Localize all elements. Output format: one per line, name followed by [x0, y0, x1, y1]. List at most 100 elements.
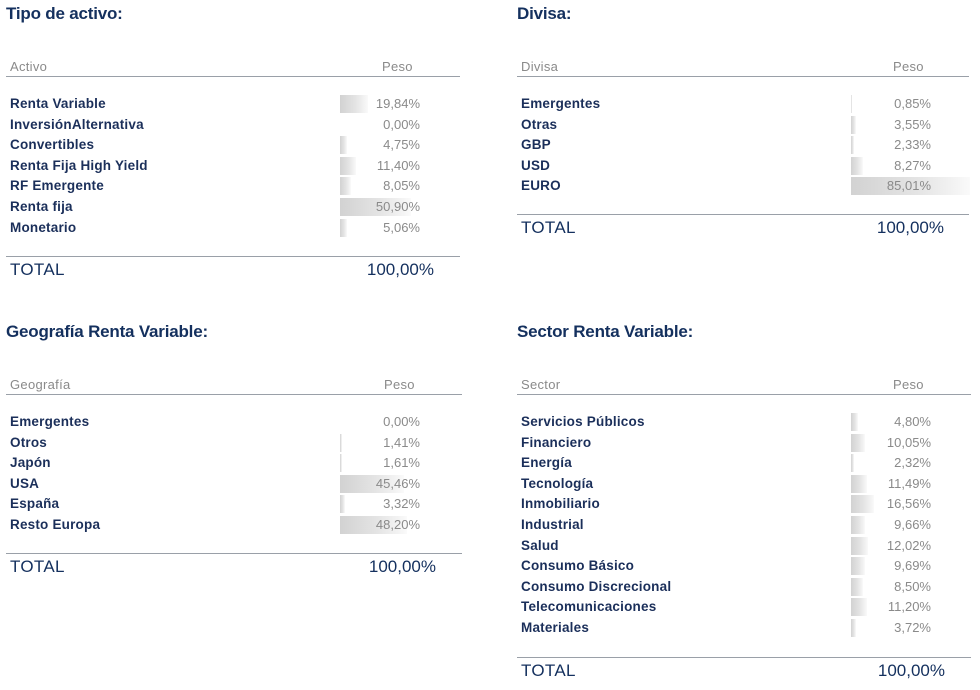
- row-label: Consumo Básico: [521, 558, 635, 574]
- weight-bar: [851, 136, 855, 155]
- total-value: 100,00%: [366, 260, 434, 279]
- panel-title: Divisa:: [517, 4, 572, 23]
- row-value: 4,75%: [383, 137, 420, 153]
- weight-bar: [851, 495, 875, 514]
- row-value: 11,49%: [887, 475, 931, 491]
- total-value: 100,00%: [876, 218, 944, 237]
- row-label: Consumo Discrecional: [521, 578, 672, 594]
- row-label: Renta Variable: [10, 96, 106, 111]
- row-label: Inmobiliario: [521, 496, 600, 512]
- header-divider: [6, 394, 462, 395]
- panel-title: Tipo de activo:: [6, 4, 123, 23]
- weight-bar: [340, 198, 412, 216]
- weight-bar: [851, 115, 856, 134]
- row-label: Emergentes: [10, 414, 90, 429]
- weight-bar: [340, 95, 368, 113]
- column-header-peso: Peso: [893, 59, 924, 74]
- row-value: 85,01%: [886, 178, 931, 194]
- row-label: USA: [10, 475, 40, 491]
- row-label: EURO: [521, 178, 561, 194]
- column-header-peso: Peso: [384, 377, 415, 392]
- weight-bar: [851, 156, 863, 175]
- weight-bar: [340, 177, 352, 196]
- row-label: Resto Europa: [10, 517, 101, 532]
- total-value: 100,00%: [368, 557, 436, 576]
- weight-bar: [851, 619, 857, 637]
- total-label: TOTAL: [10, 260, 65, 279]
- panel-title: Sector Renta Variable:: [517, 322, 694, 341]
- row-label: Materiales: [521, 620, 590, 635]
- weight-bar: [340, 218, 348, 237]
- row-label: Telecomunicaciones: [521, 599, 657, 615]
- row-value: 9,69%: [894, 558, 931, 574]
- row-value: 9,66%: [894, 517, 931, 532]
- header-divider: [517, 76, 969, 77]
- weight-bar: [851, 95, 853, 113]
- row-label: Convertibles: [10, 137, 95, 153]
- row-value: 8,05%: [383, 178, 420, 194]
- weight-bar: [851, 454, 855, 473]
- weight-bar: [340, 516, 408, 534]
- row-value: 0,85%: [894, 96, 931, 111]
- row-label: InversiónAlternativa: [10, 116, 144, 132]
- row-label: Financiero: [521, 434, 592, 450]
- column-header-divisa: Divisa: [521, 59, 559, 74]
- total-label: TOTAL: [10, 557, 65, 576]
- row-value: 48,20%: [375, 517, 420, 532]
- weight-bar: [851, 577, 863, 596]
- row-label: Emergentes: [521, 96, 601, 111]
- row-label: España: [10, 496, 60, 512]
- row-value: 8,50%: [894, 578, 931, 594]
- row-value: 8,27%: [894, 157, 931, 173]
- weight-bar: [340, 433, 342, 452]
- total-divider: [517, 657, 971, 658]
- row-value: 45,46%: [375, 475, 420, 491]
- row-label: Monetario: [10, 219, 77, 235]
- row-value: 0,00%: [383, 116, 420, 132]
- weight-bar: [851, 474, 868, 493]
- row-label: RF Emergente: [10, 178, 104, 194]
- total-label: TOTAL: [521, 218, 576, 237]
- row-value: 50,90%: [375, 199, 420, 214]
- row-value: 3,72%: [894, 620, 931, 635]
- column-header-peso: Peso: [382, 59, 413, 74]
- row-value: 16,56%: [886, 496, 931, 512]
- column-header-sector: Sector: [521, 377, 561, 392]
- weight-bar: [851, 516, 865, 534]
- weight-bar: [851, 433, 866, 452]
- header-divider: [6, 76, 460, 77]
- weight-bar: [340, 136, 347, 155]
- total-divider: [6, 256, 460, 257]
- weight-bar: [851, 536, 868, 555]
- row-label: Japón: [10, 455, 51, 471]
- total-value: 100,00%: [877, 661, 945, 680]
- row-value: 2,32%: [894, 455, 931, 471]
- total-divider: [517, 214, 969, 215]
- weight-bar: [340, 474, 404, 493]
- panel-title: Geografía Renta Variable:: [6, 322, 208, 341]
- weight-bar: [851, 598, 867, 617]
- weight-bar: [340, 454, 343, 473]
- row-label: GBP: [521, 137, 551, 153]
- row-value: 3,32%: [383, 496, 420, 512]
- row-value: 19,84%: [375, 96, 420, 111]
- header-divider: [517, 394, 971, 395]
- row-value: 11,40%: [376, 157, 420, 173]
- weight-bar: [851, 177, 970, 196]
- row-value: 3,55%: [894, 116, 931, 132]
- weight-bar: [851, 557, 865, 576]
- row-label: USD: [521, 157, 551, 173]
- row-value: 1,41%: [383, 434, 420, 450]
- row-label: Servicios Públicos: [521, 414, 645, 429]
- total-divider: [6, 553, 462, 554]
- weight-bar: [340, 495, 345, 514]
- row-value: 4,80%: [894, 414, 931, 429]
- row-value: 11,20%: [887, 599, 931, 615]
- total-label: TOTAL: [521, 661, 576, 680]
- row-value: 0,00%: [383, 414, 420, 429]
- column-header-geografia: Geografía: [10, 377, 71, 392]
- panel-geografia: Geografía Renta Variable: Geografía Peso…: [6, 322, 462, 582]
- row-label: Otras: [521, 116, 558, 132]
- row-value: 1,61%: [383, 455, 420, 471]
- row-label: Otros: [10, 434, 48, 450]
